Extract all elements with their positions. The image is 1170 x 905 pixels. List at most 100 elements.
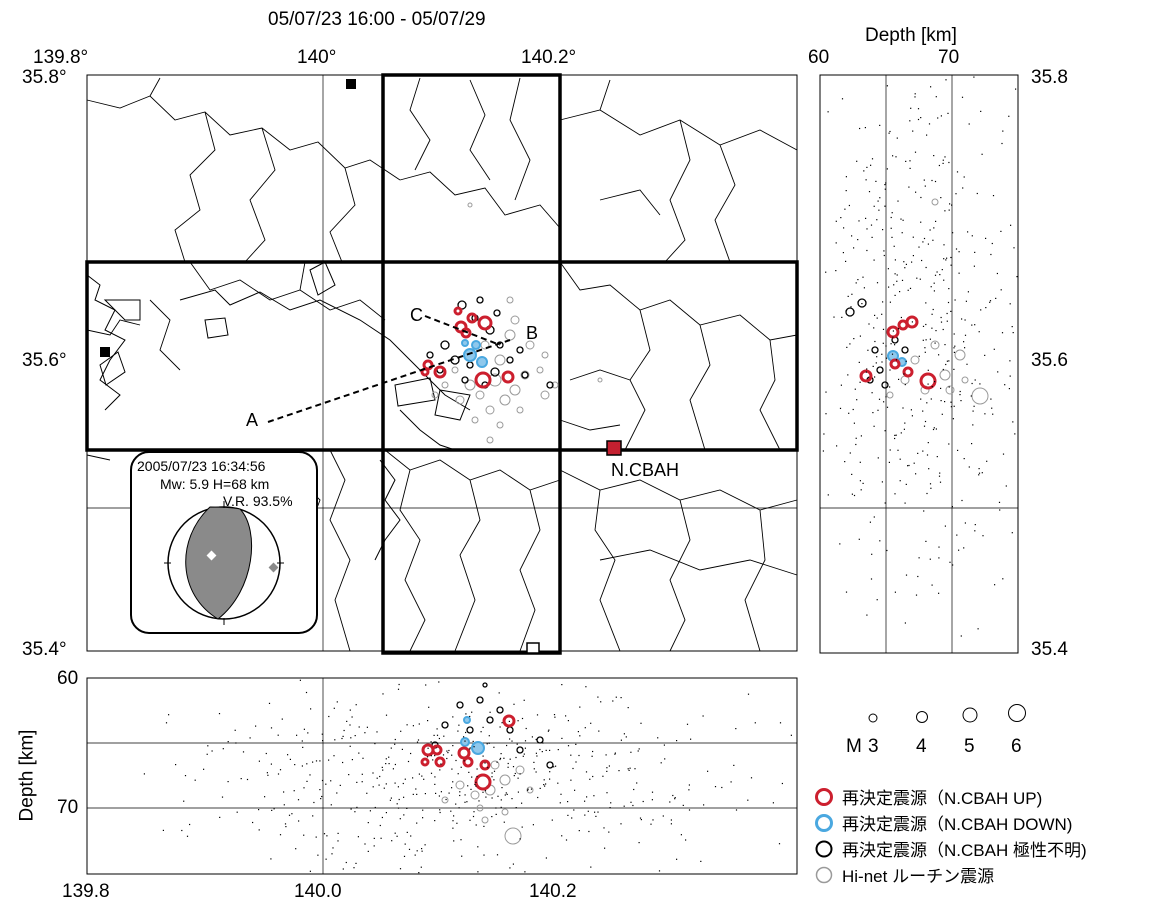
seismicity-dot [986,460,988,462]
seismicity-dot [842,252,844,254]
seismicity-dot [934,381,936,383]
legend-label: 再決定震源（N.CBAH UP) [842,789,1043,808]
seismicity-dot [421,848,423,850]
seismicity-dot [349,709,351,711]
seismicity-dot [459,794,461,797]
seismicity-dot [871,158,874,160]
seismicity-dot [448,749,450,752]
seismicity-dot [356,806,358,808]
seismicity-dot [473,811,475,813]
seismicity-dot [859,381,861,383]
seismicity-dot [944,344,946,346]
seismicity-dot [642,800,644,803]
seismicity-dot [978,331,980,333]
study-box-horizontal [85,260,799,452]
seismicity-dot [433,734,435,736]
seismicity-dot [935,330,937,332]
seismicity-dot [978,468,980,470]
seismicity-dot [388,756,390,758]
seismicity-dot [858,538,860,540]
seismicity-dot [884,502,886,504]
seismicity-dot [398,683,400,686]
seismicity-dot [633,788,635,791]
seismicity-dot [430,772,433,774]
seismicity-dot [577,731,579,733]
seismicity-dot [475,785,477,787]
seismicity-dot [889,386,891,388]
seismicity-dot [515,756,517,759]
seismicity-dot [162,829,164,831]
seismicity-dot [532,824,534,826]
seismicity-dot [533,768,535,770]
seismicity-dot [882,301,884,303]
seismicity-dot [936,456,938,458]
seismicity-dot [585,686,587,688]
seismicity-dot [909,160,911,162]
seismicity-dot [950,406,952,408]
seismicity-dot [967,291,969,293]
seismicity-dot [584,727,586,729]
seismicity-dot [973,76,975,78]
seismicity-dot [846,346,848,348]
seismicity-dot [446,750,448,752]
seismicity-dot [539,748,541,751]
seismicity-dot [417,739,420,741]
seismicity-dot [904,622,906,624]
seismicity-dot [447,752,449,754]
seismicity-dot [570,779,572,781]
seismicity-dot [516,743,518,745]
seismicity-dot [912,236,914,238]
seismicity-dot [942,159,944,161]
seismicity-dot [926,134,928,136]
seismicity-dot [553,766,555,768]
seismicity-dot [369,810,371,812]
seismicity-dot [410,752,412,755]
circle-gray-icon [815,866,833,883]
seismicity-dot [960,635,962,637]
seismicity-dot [928,123,931,125]
seismicity-dot [927,383,929,385]
seismicity-dot [923,237,926,240]
seismicity-dot [881,353,883,355]
seismicity-dot [475,824,477,826]
seismicity-dot [620,823,622,825]
seismicity-dot [858,361,860,363]
seismicity-dot [287,754,289,756]
legend-item-routine: Hi-net ルーチン震源 [814,862,994,887]
seismicity-dot [584,800,586,802]
seismicity-dot [979,383,981,385]
seismicity-dot [265,752,267,755]
magnitude-scale [868,704,1026,723]
seismicity-dot [894,344,896,346]
seismicity-dot [464,794,466,796]
seismicity-dot [309,870,311,872]
circle-black-icon [815,840,833,857]
seismicity-dot [848,204,850,207]
seismicity-dot [483,854,485,856]
seismicity-dot [863,287,865,289]
seismicity-dot [374,743,376,745]
seismicity-dot [366,726,368,728]
seismicity-dot [851,293,853,295]
seismicity-dot [511,798,513,800]
seismicity-dot [859,480,861,482]
seismicity-dot [561,684,563,686]
seismicity-dot [946,320,948,322]
seismicity-dot [974,251,976,253]
seismicity-dot [930,286,932,288]
seismicity-dot [863,170,865,172]
seismicity-dot [662,815,664,817]
seismicity-dot [961,318,963,320]
seismicity-dot [258,829,260,831]
seismicity-dot [888,461,890,463]
seismicity-dot [354,811,356,813]
seismicity-dot [469,715,471,718]
seismicity-dot [841,316,843,318]
seismicity-dot [905,263,907,265]
seismicity-dot [394,782,396,784]
seismicity-dot [183,800,185,802]
seismicity-dot [932,428,935,431]
seismicity-dot [851,473,853,475]
seismicity-dot [506,793,508,795]
seismicity-dot [845,309,848,312]
